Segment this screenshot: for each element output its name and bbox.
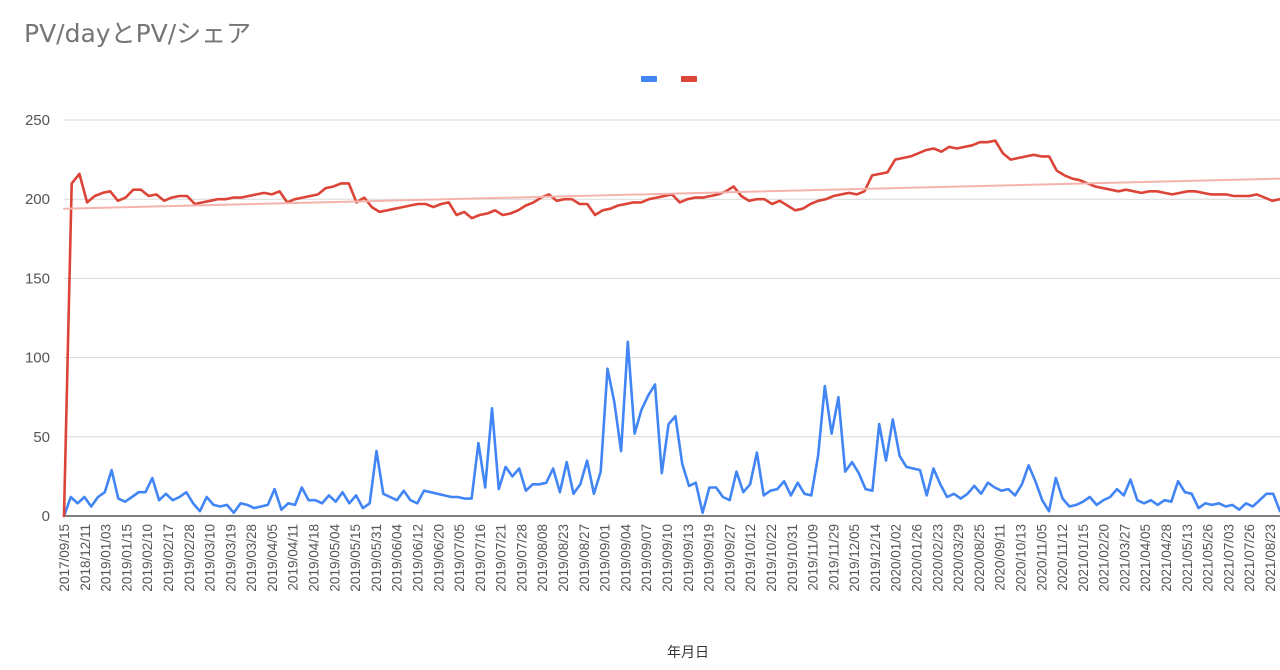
x-tick-label: 2021/05/26 bbox=[1201, 524, 1216, 592]
x-tick-label: 2019/01/03 bbox=[99, 524, 114, 592]
x-tick-label: 2019/06/04 bbox=[390, 524, 405, 592]
x-tick-label: 2020/01/26 bbox=[910, 524, 925, 592]
x-tick-label: 2020/10/13 bbox=[1014, 524, 1029, 592]
x-tick-label: 2019/06/20 bbox=[431, 524, 446, 592]
x-tick-label: 2020/11/12 bbox=[1055, 524, 1070, 591]
x-tick-label: 2021/01/15 bbox=[1076, 524, 1091, 592]
x-axis-title: 年月日 bbox=[667, 645, 709, 661]
x-tick-label: 2019/09/19 bbox=[702, 524, 717, 592]
y-tick-label: 250 bbox=[25, 112, 50, 129]
y-tick-label: 150 bbox=[25, 270, 50, 287]
x-tick-label: 2019/02/17 bbox=[161, 524, 176, 592]
series-lines bbox=[62, 139, 1280, 518]
x-tick-label: 2020/02/23 bbox=[930, 524, 945, 592]
y-axis-ticks: 0 50 100 150 200 250 bbox=[25, 112, 50, 525]
x-axis-ticks: 2017/09/15 2018/12/11 2019/01/03 2019/01/15… bbox=[57, 524, 1278, 592]
x-tick-label: 2019/08/08 bbox=[535, 524, 550, 592]
x-tick-label: 2017/09/15 bbox=[57, 524, 72, 592]
x-tick-label: 2019/12/14 bbox=[868, 524, 883, 592]
x-tick-label: 2019/10/22 bbox=[764, 524, 779, 592]
x-tick-label: 2019/05/04 bbox=[327, 524, 342, 592]
series-line-red bbox=[62, 139, 1280, 518]
x-tick-label: 2019/03/10 bbox=[203, 524, 218, 592]
x-tick-label: 2020/11/05 bbox=[1034, 524, 1049, 591]
gridlines bbox=[64, 119, 1280, 517]
x-tick-label: 2019/03/19 bbox=[223, 524, 238, 592]
legend-swatch bbox=[641, 76, 657, 82]
x-tick-label: 2021/05/13 bbox=[1180, 524, 1195, 592]
legend bbox=[641, 76, 697, 82]
x-tick-label: 2021/02/20 bbox=[1097, 524, 1112, 592]
y-tick-label: 0 bbox=[42, 508, 50, 525]
x-tick-label: 2019/11/09 bbox=[806, 524, 821, 591]
x-tick-label: 2018/12/11 bbox=[78, 524, 93, 591]
x-tick-label: 2019/09/07 bbox=[639, 524, 654, 592]
x-tick-label: 2019/06/12 bbox=[411, 524, 426, 592]
y-tick-label: 100 bbox=[25, 350, 50, 367]
x-tick-label: 2021/03/27 bbox=[1117, 524, 1132, 592]
x-tick-label: 2019/07/05 bbox=[452, 524, 467, 592]
x-tick-label: 2019/08/23 bbox=[556, 524, 571, 592]
x-tick-label: 2019/11/29 bbox=[826, 524, 841, 591]
x-tick-label: 2019/09/27 bbox=[722, 524, 737, 592]
x-tick-label: 2019/07/16 bbox=[473, 524, 488, 592]
x-tick-label: 2019/09/04 bbox=[618, 524, 633, 592]
x-tick-label: 2019/09/01 bbox=[598, 524, 613, 592]
x-tick-label: 2019/04/05 bbox=[265, 524, 280, 592]
y-tick-label: 50 bbox=[33, 429, 50, 446]
x-tick-label: 2021/04/28 bbox=[1159, 524, 1174, 592]
x-tick-label: 2021/07/03 bbox=[1221, 524, 1236, 592]
x-tick-label: 2019/02/28 bbox=[182, 524, 197, 592]
x-tick-label: 2020/08/25 bbox=[972, 524, 987, 592]
x-tick-label: 2019/09/13 bbox=[681, 524, 696, 592]
y-tick-label: 200 bbox=[25, 191, 50, 208]
x-tick-label: 2020/03/29 bbox=[951, 524, 966, 592]
x-tick-label: 2019/12/05 bbox=[847, 524, 862, 592]
x-tick-label: 2019/05/31 bbox=[369, 524, 384, 592]
x-tick-label: 2019/10/12 bbox=[743, 524, 758, 592]
x-tick-label: 2019/03/28 bbox=[244, 524, 259, 592]
x-tick-label: 2020/01/02 bbox=[889, 524, 904, 592]
x-tick-label: 2021/07/26 bbox=[1242, 524, 1257, 592]
chart-title: PV/dayとPV/シェア bbox=[24, 19, 252, 48]
legend-swatch bbox=[681, 76, 697, 82]
x-tick-label: 2019/07/21 bbox=[494, 524, 509, 592]
x-tick-label: 2019/08/27 bbox=[577, 524, 592, 592]
x-tick-label: 2019/05/15 bbox=[348, 524, 363, 592]
x-tick-label: 2019/10/31 bbox=[785, 524, 800, 592]
trendline bbox=[63, 177, 1280, 210]
x-tick-label: 2020/09/11 bbox=[993, 524, 1008, 591]
x-tick-label: 2019/09/10 bbox=[660, 524, 675, 592]
x-tick-label: 2019/02/10 bbox=[140, 524, 155, 592]
x-tick-label: 2019/04/18 bbox=[307, 524, 322, 592]
x-tick-label: 2021/04/05 bbox=[1138, 524, 1153, 592]
x-tick-label: 2019/07/28 bbox=[514, 524, 529, 592]
x-tick-label: 2021/08/23 bbox=[1263, 524, 1278, 592]
x-tick-label: 2019/04/11 bbox=[286, 524, 301, 591]
series-line-blue bbox=[62, 340, 1280, 518]
x-tick-label: 2019/01/15 bbox=[119, 524, 134, 592]
